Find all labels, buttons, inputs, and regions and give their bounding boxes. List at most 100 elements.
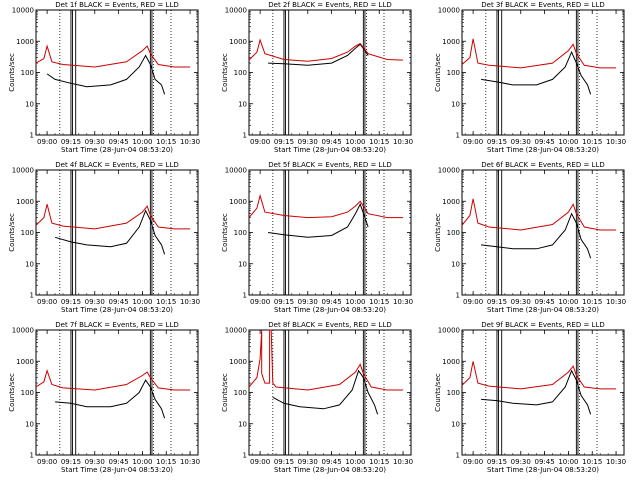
y-tick-label: 100 [234, 389, 247, 397]
chart-title: Det 4f BLACK = Events, RED = LLD [55, 161, 178, 169]
y-tick-label: 1000 [16, 358, 34, 366]
x-axis-label: Start Time (28-Jun-04 08:53:20) [61, 306, 173, 314]
series-line-lld [35, 44, 191, 68]
y-tick-label: 10000 [225, 327, 247, 335]
x-tick-label: 09:15 [487, 458, 507, 466]
x-tick-label: 10:30 [393, 138, 413, 146]
axes-frame [461, 329, 625, 456]
chart-panel-3: Det 3f BLACK = Events, RED = LLD 1 10 100 10… [434, 1, 626, 154]
x-tick-label: 10:15 [369, 458, 389, 466]
x-tick-label: 09:45 [534, 298, 554, 306]
x-tick-label: 10:00 [132, 138, 152, 146]
y-tick-label: 10000 [12, 327, 34, 335]
x-tick-label: 09:30 [511, 138, 531, 146]
x-tick-label: 09:00 [463, 458, 483, 466]
x-tick-label: 09:30 [85, 138, 105, 146]
series-line-lld [248, 329, 404, 391]
y-tick-label: 100 [234, 69, 247, 77]
chart-title: Det 6f BLACK = Events, RED = LLD [481, 161, 604, 169]
series-line-events [272, 369, 379, 415]
x-tick-label: 10:00 [558, 298, 578, 306]
y-tick-label: 10000 [225, 7, 247, 15]
series-line-lld [248, 38, 404, 62]
y-axis-label: Counts/sec [8, 373, 16, 412]
x-tick-label: 09:30 [85, 458, 105, 466]
chart-title: Det 9f BLACK = Events, RED = LLD [481, 321, 604, 329]
y-tick-label: 10000 [225, 167, 247, 175]
x-tick-label: 10:30 [606, 298, 626, 306]
series-line-events [54, 209, 166, 255]
series-line-lld [461, 361, 617, 390]
y-tick-label: 1 [243, 132, 247, 140]
x-tick-label: 10:30 [180, 138, 200, 146]
chart-title: Det 2f BLACK = Events, RED = LLD [268, 1, 391, 9]
y-axis-label: Counts/sec [434, 53, 442, 92]
x-axis-label: Start Time (28-Jun-04 08:53:20) [61, 466, 173, 474]
series-line-lld [461, 198, 617, 231]
axes-frame [461, 169, 625, 296]
series-line-lld [35, 369, 191, 391]
x-tick-label: 09:45 [321, 138, 341, 146]
series-line-lld [248, 193, 404, 219]
x-tick-label: 10:15 [369, 138, 389, 146]
y-tick-label: 1000 [16, 38, 34, 46]
y-axis-label: Counts/sec [8, 53, 16, 92]
y-tick-label: 10 [238, 260, 247, 268]
x-tick-label: 09:15 [61, 138, 81, 146]
x-tick-label: 10:30 [393, 458, 413, 466]
y-tick-label: 10 [451, 100, 460, 108]
x-tick-label: 10:15 [369, 298, 389, 306]
chart-title: Det 3f BLACK = Events, RED = LLD [481, 1, 604, 9]
x-tick-label: 09:45 [534, 458, 554, 466]
chart-panel-4: Det 4f BLACK = Events, RED = LLD 1 10 100 10… [8, 161, 200, 314]
x-tick-label: 09:45 [321, 298, 341, 306]
x-tick-label: 10:15 [156, 458, 176, 466]
y-tick-label: 1 [30, 292, 34, 300]
y-axis-label: Counts/sec [8, 213, 16, 252]
x-tick-label: 09:15 [487, 138, 507, 146]
x-tick-label: 09:30 [298, 458, 318, 466]
y-tick-label: 100 [447, 389, 460, 397]
chart-panel-6: Det 6f BLACK = Events, RED = LLD 1 10 100 10… [434, 161, 626, 314]
series-line-lld [461, 38, 617, 69]
x-tick-label: 09:45 [321, 458, 341, 466]
y-tick-label: 10 [238, 100, 247, 108]
series-line-events [46, 54, 166, 95]
x-tick-label: 10:30 [180, 458, 200, 466]
axes-frame [35, 329, 199, 456]
axes-frame [461, 9, 625, 136]
axes-frame [248, 329, 412, 456]
y-tick-label: 10000 [438, 327, 460, 335]
x-tick-label: 09:15 [274, 298, 294, 306]
y-tick-label: 1 [456, 132, 460, 140]
y-tick-label: 1000 [229, 358, 247, 366]
chart-panel-2: Det 2f BLACK = Events, RED = LLD 1 10 100 10… [221, 1, 413, 154]
y-tick-label: 1 [456, 292, 460, 300]
y-tick-label: 10000 [438, 7, 460, 15]
y-tick-label: 1 [243, 292, 247, 300]
y-tick-label: 100 [21, 229, 34, 237]
y-tick-label: 10 [25, 100, 34, 108]
y-tick-label: 100 [447, 229, 460, 237]
y-tick-label: 10 [451, 260, 460, 268]
y-tick-label: 10000 [12, 167, 34, 175]
y-tick-label: 100 [21, 389, 34, 397]
x-tick-label: 09:30 [511, 298, 531, 306]
x-tick-label: 09:45 [108, 298, 128, 306]
x-axis-label: Start Time (28-Jun-04 08:53:20) [487, 466, 599, 474]
x-tick-label: 10:30 [393, 298, 413, 306]
y-tick-label: 1 [30, 452, 34, 460]
x-tick-label: 10:00 [558, 458, 578, 466]
x-tick-label: 09:00 [463, 298, 483, 306]
chart-title: Det 5f BLACK = Events, RED = LLD [268, 161, 391, 169]
y-tick-label: 1000 [442, 38, 460, 46]
x-tick-label: 10:15 [156, 138, 176, 146]
x-tick-label: 09:30 [85, 298, 105, 306]
x-tick-label: 10:15 [156, 298, 176, 306]
y-axis-label: Counts/sec [221, 213, 229, 252]
series-line-lld [35, 204, 191, 230]
chart-title: Det 1f BLACK = Events, RED = LLD [55, 1, 178, 9]
chart-panel-9: Det 9f BLACK = Events, RED = LLD 1 10 100 10… [434, 321, 626, 474]
series-line-events [481, 50, 592, 95]
series-line-events [481, 212, 592, 259]
